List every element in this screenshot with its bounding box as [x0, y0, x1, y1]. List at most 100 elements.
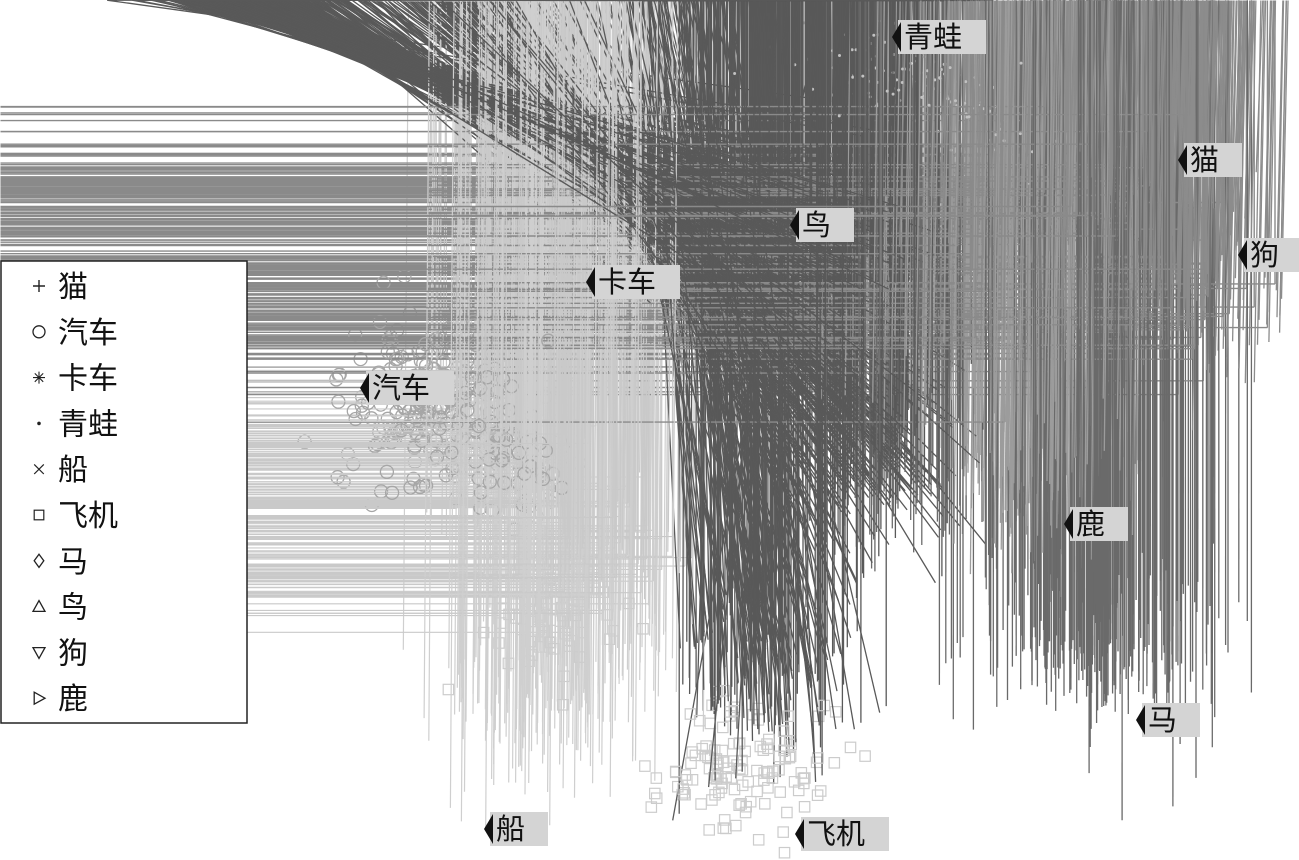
cluster-label-background — [1142, 703, 1200, 737]
point-circle — [384, 485, 400, 500]
legend-label: 卡车 — [58, 362, 118, 397]
point-square — [637, 622, 649, 635]
point-triangle-right — [999, 0, 1007, 464]
point-triangle-down — [1067, 0, 1076, 245]
point-triangle-right — [943, 0, 950, 344]
cluster-label-background — [490, 812, 548, 846]
point-square — [685, 757, 697, 769]
point-triangle-right — [1116, 0, 1124, 420]
cluster-label-background — [1070, 507, 1128, 541]
point-square — [548, 642, 560, 655]
point-circle — [403, 480, 418, 495]
legend-label: 狗 — [58, 636, 88, 671]
cluster-label-pointer-icon — [795, 819, 804, 849]
point-square — [818, 699, 831, 712]
point-square — [844, 741, 857, 754]
point-circle — [330, 470, 345, 485]
point-triangle-right — [1025, 0, 1033, 535]
point-triangle-right — [1054, 0, 1061, 402]
point-square — [785, 738, 797, 751]
point-triangle-right — [1013, 0, 1020, 484]
point-square — [573, 651, 586, 663]
cluster-label-background — [1184, 143, 1242, 177]
point-square — [778, 744, 790, 757]
point-plus — [0, 0, 1148, 133]
cluster-label-pointer-icon — [892, 22, 901, 52]
point-square — [733, 737, 745, 750]
point-square — [828, 756, 841, 769]
point-square — [725, 772, 738, 784]
point-circle — [418, 422, 433, 437]
point-square — [544, 614, 556, 626]
cluster-label: 船 — [484, 812, 548, 846]
point-square — [709, 788, 721, 801]
point-triangle-right — [953, 0, 961, 336]
point-circle — [379, 464, 395, 480]
point-square — [650, 772, 663, 784]
point-dot — [964, 80, 968, 84]
point-triangle-down — [1207, 0, 1216, 271]
point-circle — [460, 403, 475, 418]
cluster-label-text: 青蛙 — [904, 20, 962, 54]
point-plus — [0, 0, 959, 247]
cluster-label-pointer-icon — [586, 267, 595, 297]
point-square — [559, 627, 572, 640]
point-plus — [0, 0, 1114, 166]
point-plus — [0, 0, 1078, 217]
point-square — [712, 770, 724, 782]
cluster-label-background — [898, 20, 986, 54]
point-circle — [346, 403, 361, 419]
point-circle — [354, 398, 369, 413]
point-triangle-down — [1256, 0, 1265, 345]
point-square — [713, 786, 725, 799]
cluster-label: 汽车 — [360, 371, 454, 405]
point-triangle-down — [1268, 0, 1277, 343]
point-square — [686, 746, 699, 758]
point-triangle-right — [905, 0, 913, 357]
point-dot — [901, 67, 905, 71]
point-triangle-down — [1153, 0, 1162, 290]
legend-entry: 马 — [33, 545, 88, 580]
cluster-label: 卡车 — [586, 265, 680, 299]
point-square — [679, 769, 692, 781]
point-dot — [967, 115, 971, 119]
point-circle — [496, 451, 511, 466]
point-square — [859, 750, 871, 762]
point-square — [762, 742, 774, 755]
point-square — [720, 822, 732, 835]
point-triangle-down — [1060, 0, 1068, 205]
point-triangle-down — [1234, 0, 1243, 279]
point-plus — [0, 0, 1187, 299]
cluster-label-text: 飞机 — [807, 817, 865, 851]
point-circle — [390, 351, 405, 366]
point-plus — [0, 0, 1072, 208]
point-triangle-right — [928, 0, 936, 388]
point-triangle-down — [1209, 0, 1218, 261]
cluster-label: 猫 — [1178, 143, 1242, 177]
point-square — [556, 698, 569, 711]
point-triangle-right — [972, 0, 980, 494]
point-square — [814, 785, 827, 797]
point-square — [556, 609, 569, 622]
point-square — [761, 738, 773, 750]
point-triangle-down — [1041, 0, 1050, 239]
point-triangle-down — [1060, 0, 1069, 308]
point-triangle-right — [992, 0, 1000, 462]
legend-entry: 飞机 — [33, 499, 118, 534]
point-square — [774, 786, 786, 798]
point-triangle-down — [1214, 0, 1223, 282]
point-triangle-right — [1020, 0, 1027, 451]
point-dot — [897, 88, 901, 92]
point-dot — [933, 78, 937, 82]
point-square — [703, 824, 715, 836]
point-dot — [850, 48, 854, 52]
legend-label: 青蛙 — [58, 407, 118, 442]
point-dot — [925, 69, 929, 73]
point-triangle-right — [1056, 0, 1063, 529]
point-square — [797, 772, 810, 785]
point-dot — [838, 54, 841, 57]
point-triangle-down — [1233, 0, 1242, 251]
point-dot — [1019, 61, 1023, 65]
point-square — [708, 771, 720, 784]
